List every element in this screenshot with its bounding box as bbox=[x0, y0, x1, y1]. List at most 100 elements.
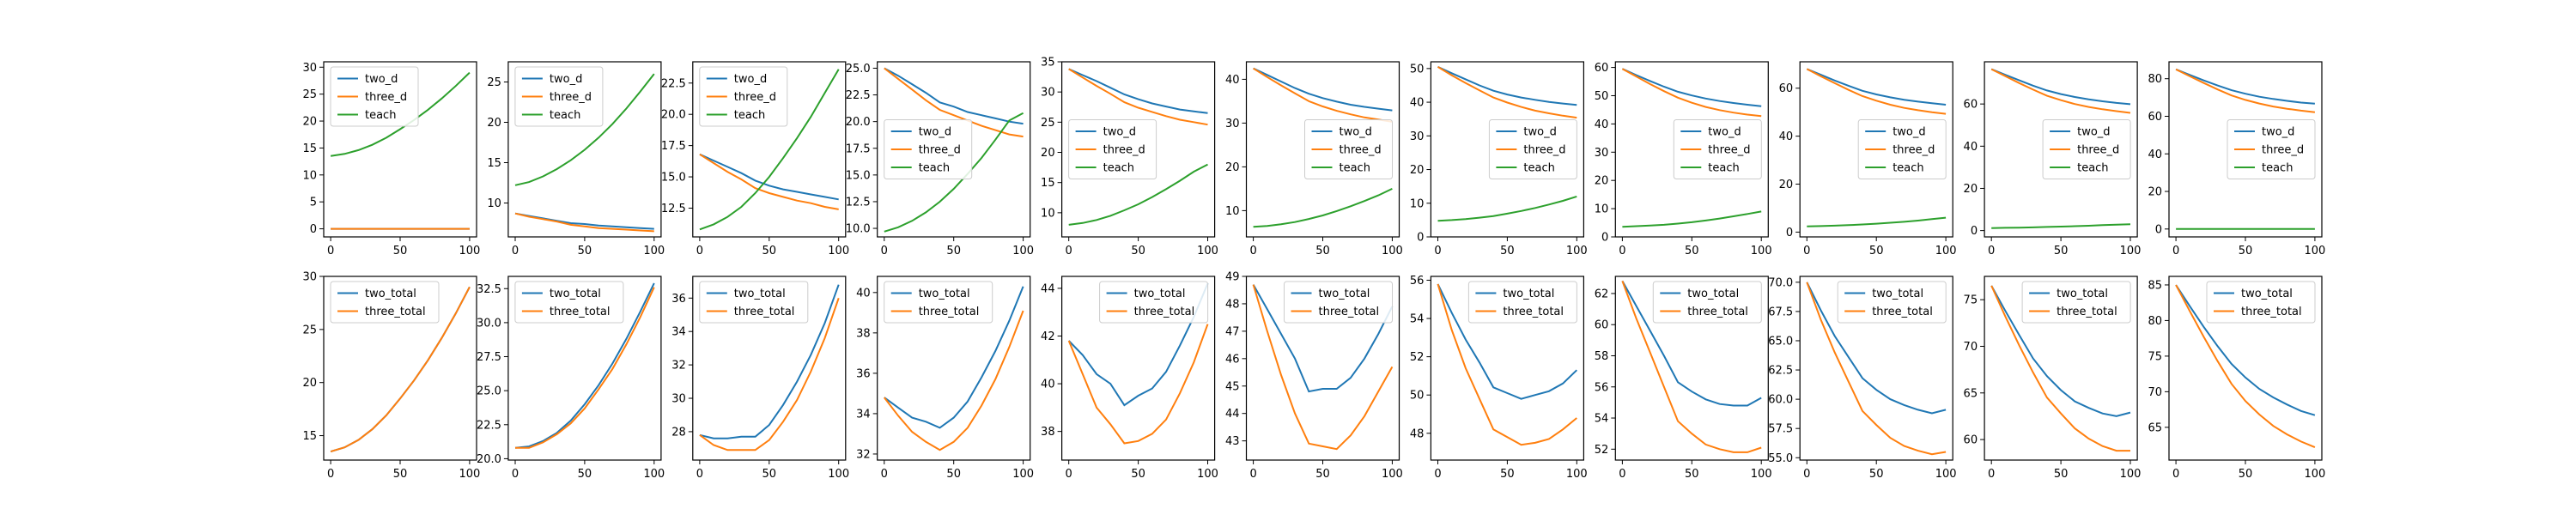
subplot-22: 0 50 100 65 70 75 80 85 two_total three_total bbox=[2148, 276, 2325, 481]
legend-label-three_d: three_d bbox=[1708, 144, 1750, 157]
x-tick-label: 50 bbox=[393, 468, 408, 481]
y-tick-label: 60.0 bbox=[1768, 394, 1793, 407]
y-tick-label: 22.5 bbox=[661, 77, 686, 90]
series-line-two_d bbox=[1806, 68, 1947, 106]
x-tick-label: 0 bbox=[1988, 245, 1995, 258]
legend: two_total three_total bbox=[514, 281, 624, 324]
series-line-two_d bbox=[884, 67, 1024, 125]
y-tick-label: 60 bbox=[1595, 319, 1609, 332]
subplot-4: 0 50 100 10.0 12.5 15.0 17.5 20.0 22.5 25.0 two_dt… bbox=[846, 61, 1034, 258]
y-tick-label: 30 bbox=[1041, 87, 1055, 100]
x-tick-label: 50 bbox=[1500, 468, 1515, 481]
y-tick-label: 25 bbox=[302, 88, 317, 101]
series-line-three_total bbox=[1806, 282, 1947, 456]
y-tick-label: 70.0 bbox=[1768, 276, 1793, 289]
series-line-two_d bbox=[2175, 68, 2315, 105]
legend-label-three_total: three_total bbox=[919, 306, 980, 318]
series-line-teach bbox=[330, 71, 471, 157]
legend-label-three_total: three_total bbox=[2241, 306, 2302, 318]
legend-label-two_d: two_d bbox=[734, 73, 767, 86]
y-tick-label: 25 bbox=[487, 76, 501, 89]
y-tick-label: 56 bbox=[1595, 381, 1609, 394]
y-tick-label: 60 bbox=[1964, 434, 1978, 447]
y-tick-label: 36 bbox=[856, 367, 871, 380]
y-tick-label: 40 bbox=[1410, 97, 1425, 110]
y-tick-label: 65 bbox=[1964, 387, 1978, 400]
x-tick-label: 0 bbox=[2172, 245, 2179, 258]
legend: two_total three_total bbox=[1467, 281, 1577, 324]
series-line-two_d bbox=[699, 153, 839, 201]
legend: two_total three_total bbox=[1099, 281, 1209, 324]
legend-box bbox=[884, 119, 973, 179]
x-tick-label: 100 bbox=[1751, 468, 1772, 481]
x-tick-label: 0 bbox=[1249, 245, 1256, 258]
y-tick-label: 22.5 bbox=[846, 89, 871, 102]
x-tick-label: 0 bbox=[512, 468, 519, 481]
y-tick-label: 25.0 bbox=[477, 385, 501, 398]
y-tick-label: 15.0 bbox=[846, 169, 871, 182]
y-tick-label: 36 bbox=[671, 293, 686, 306]
y-tick-label: 0 bbox=[1601, 232, 1608, 245]
y-tick-label: 12.5 bbox=[661, 203, 686, 215]
y-tick-label: 60 bbox=[1779, 82, 1794, 95]
series-line-two_total bbox=[1067, 282, 1209, 407]
series-line-two_d bbox=[1437, 65, 1577, 106]
series-line-three_total bbox=[1621, 281, 1762, 453]
x-tick-label: 100 bbox=[1566, 468, 1588, 481]
legend-box bbox=[1284, 281, 1393, 324]
legend-label-two_total: two_total bbox=[1134, 288, 1186, 300]
legend: two_total three_total bbox=[884, 281, 993, 324]
y-tick-label: 20 bbox=[1595, 175, 1609, 188]
series-line-teach bbox=[1253, 187, 1393, 228]
subplot-20: 0 50 100 55.0 57.5 60.0 62.5 65.0 67.5 70.0 two_to… bbox=[1768, 276, 1957, 481]
y-tick-label: 30 bbox=[302, 62, 317, 75]
x-tick-label: 100 bbox=[1197, 468, 1218, 481]
y-tick-label: 15 bbox=[1041, 177, 1055, 190]
y-tick-label: 47 bbox=[1225, 325, 1240, 338]
series-line-two_total bbox=[1621, 280, 1762, 407]
y-tick-label: 80 bbox=[2148, 315, 2162, 328]
series-line-two_total bbox=[2175, 284, 2316, 416]
x-tick-label: 50 bbox=[1131, 468, 1145, 481]
x-tick-label: 100 bbox=[1382, 468, 1403, 481]
series-line-two_d bbox=[1253, 67, 1393, 112]
y-tick-label: 20 bbox=[1041, 147, 1055, 160]
legend-label-teach: teach bbox=[2077, 162, 2108, 175]
y-tick-label: 54 bbox=[1595, 413, 1609, 426]
y-tick-label: 25 bbox=[1041, 117, 1055, 130]
y-tick-label: 48 bbox=[1225, 298, 1240, 311]
legend-box bbox=[1488, 119, 1577, 179]
x-tick-label: 100 bbox=[1935, 245, 1957, 258]
x-tick-label: 50 bbox=[1869, 468, 1884, 481]
x-tick-label: 100 bbox=[2120, 468, 2142, 481]
legend-label-three_total: three_total bbox=[1872, 306, 1933, 318]
y-tick-label: 60 bbox=[1595, 62, 1609, 75]
series-line-three_total bbox=[1990, 285, 2130, 452]
y-tick-label: 46 bbox=[1225, 353, 1240, 366]
series-line-three_d bbox=[699, 153, 839, 210]
x-tick-label: 50 bbox=[1500, 245, 1515, 258]
legend: two_total three_total bbox=[1652, 281, 1762, 324]
y-tick-label: 5 bbox=[310, 197, 317, 209]
legend-box bbox=[1652, 281, 1762, 324]
series-line-teach bbox=[699, 69, 840, 231]
x-tick-label: 50 bbox=[578, 245, 592, 258]
y-tick-label: 38 bbox=[856, 327, 871, 340]
legend-box bbox=[884, 281, 993, 324]
series-line-teach bbox=[884, 112, 1024, 233]
y-tick-label: 10 bbox=[1410, 197, 1425, 210]
legend-label-three_d: three_d bbox=[365, 91, 407, 104]
x-tick-label: 0 bbox=[1249, 468, 1256, 481]
legend-label-two_d: two_d bbox=[365, 73, 398, 86]
series-line-two_total bbox=[514, 282, 655, 449]
series-line-three_d bbox=[1990, 68, 2131, 114]
x-tick-label: 100 bbox=[643, 468, 665, 481]
series-line-three_total bbox=[884, 310, 1024, 451]
series-line-teach bbox=[1807, 216, 1947, 227]
legend-label-three_d: three_d bbox=[2077, 144, 2119, 157]
legend-box bbox=[514, 281, 624, 324]
legend-label-two_d: two_d bbox=[2262, 126, 2294, 139]
